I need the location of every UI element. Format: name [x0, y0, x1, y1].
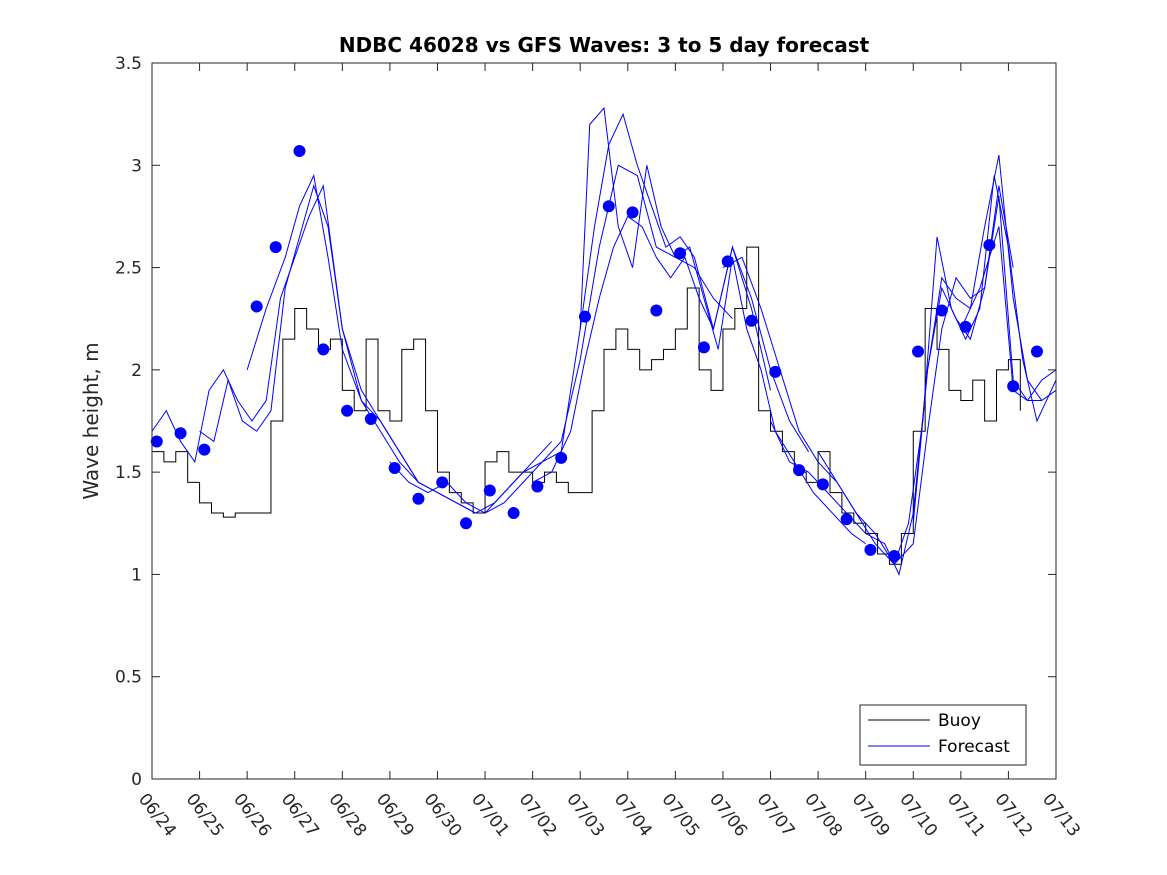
forecast-marker: [150, 435, 163, 448]
forecast-run-line: [579, 106, 866, 545]
forecast-marker: [341, 404, 354, 417]
forecast-marker: [250, 300, 263, 313]
forecast-marker: [293, 144, 306, 157]
legend-forecast-label: Forecast: [938, 737, 1010, 757]
x-tick-label: 07/10: [895, 790, 941, 841]
forecast-marker: [317, 343, 330, 356]
forecast-marker: [436, 476, 449, 489]
forecast-marker: [674, 247, 687, 260]
chart-title: NDBC 46028 vs GFS Waves: 3 to 5 day fore…: [339, 33, 870, 57]
y-tick-label: 0: [131, 770, 142, 790]
legend-buoy-label: Buoy: [938, 711, 981, 731]
x-tick-label: 07/09: [848, 790, 894, 841]
series-layer: [151, 106, 1057, 576]
x-tick-label: 07/03: [562, 790, 608, 841]
y-tick-label: 1: [131, 565, 142, 585]
x-tick-label: 07/05: [657, 790, 703, 841]
forecast-run-line: [151, 183, 419, 483]
forecast-marker: [888, 550, 901, 563]
forecast-marker: [602, 200, 615, 213]
forecast-run-line: [912, 195, 1057, 524]
forecast-marker: [198, 443, 211, 456]
forecast-marker: [531, 480, 544, 493]
forecast-marker: [1030, 345, 1043, 358]
forecast-marker: [769, 365, 782, 378]
forecast-marker: [578, 310, 591, 323]
x-tick-label: 06/29: [372, 790, 418, 841]
forecast-marker: [721, 255, 734, 268]
forecast-marker: [507, 507, 520, 520]
x-tick-label: 07/04: [610, 790, 656, 841]
forecast-marker: [912, 345, 925, 358]
x-tick-label: 06/26: [229, 790, 275, 841]
x-tick-label: 07/13: [1038, 790, 1084, 841]
forecast-marker: [626, 206, 639, 219]
forecast-marker: [745, 314, 758, 327]
y-tick-label: 0.5: [115, 668, 142, 688]
forecast-run-line: [817, 175, 1057, 566]
forecast-marker: [412, 492, 425, 505]
forecast-marker: [460, 517, 473, 530]
y-tick-label: 1.5: [115, 463, 142, 483]
y-tick-label: 3: [131, 156, 142, 176]
legend: Buoy Forecast: [859, 704, 1027, 766]
forecast-marker: [364, 412, 377, 425]
forecast-marker: [174, 427, 187, 440]
marker-layer: [150, 144, 1043, 563]
x-tick-label: 07/07: [753, 790, 799, 841]
forecast-marker: [793, 464, 806, 477]
x-tick-label: 07/02: [515, 790, 561, 841]
x-tick-label: 06/30: [420, 790, 466, 841]
forecast-marker: [555, 451, 568, 464]
y-tick-label: 2.5: [115, 259, 142, 279]
y-tick-label: 2: [131, 361, 142, 381]
x-tick-label: 07/01: [467, 790, 513, 841]
legend-box: [859, 704, 1027, 766]
plot-frame: [151, 62, 1057, 780]
y-tick-label: 3.5: [115, 54, 142, 74]
x-tick-label: 07/11: [943, 790, 989, 841]
buoy-series-line: [152, 246, 1021, 565]
forecast-marker: [959, 320, 972, 333]
x-tick-label: 07/06: [705, 790, 751, 841]
forecast-marker: [388, 462, 401, 475]
x-tick-label: 06/27: [277, 790, 323, 841]
forecast-run-line: [532, 215, 810, 483]
forecast-marker: [1007, 380, 1020, 393]
forecast-marker: [697, 341, 710, 354]
forecast-marker: [483, 484, 496, 497]
forecast-marker: [269, 241, 282, 254]
x-tick-label: 06/24: [134, 790, 180, 841]
forecast-marker: [816, 478, 829, 491]
forecast-marker: [983, 239, 996, 252]
forecast-marker: [650, 304, 663, 317]
plot-background: [152, 63, 1056, 779]
x-tick-label: 07/08: [800, 790, 846, 841]
y-axis-title: Wave height, m: [79, 342, 103, 499]
forecast-marker: [840, 513, 853, 526]
x-tick-label: 06/25: [182, 790, 228, 841]
x-tick-label: 07/12: [990, 790, 1036, 841]
forecast-marker: [935, 304, 948, 317]
x-tick-label: 06/28: [324, 790, 370, 841]
forecast-marker: [864, 543, 877, 556]
